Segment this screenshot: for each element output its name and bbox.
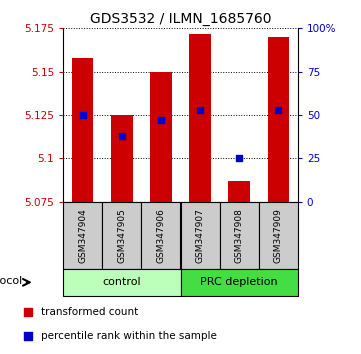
Bar (180, 202, 219, 269)
Point (25, 333, 31, 338)
Point (158, 118, 164, 123)
Point (119, 133, 125, 139)
Text: GSM347905: GSM347905 (117, 209, 126, 263)
Text: GSM347906: GSM347906 (156, 209, 165, 263)
Bar (150, 72, 172, 202)
Text: GSM347904: GSM347904 (78, 209, 87, 263)
Title: GDS3532 / ILMN_1685760: GDS3532 / ILMN_1685760 (90, 12, 271, 26)
Text: transformed count: transformed count (41, 307, 138, 317)
Point (25, 309, 31, 315)
Bar (63, 202, 102, 269)
Point (275, 107, 281, 113)
Bar (189, 34, 211, 202)
Text: GSM347907: GSM347907 (196, 209, 205, 263)
Point (197, 107, 203, 113)
Bar (63, 269, 180, 296)
Bar (229, 181, 250, 202)
Point (80, 112, 86, 118)
Bar (268, 37, 289, 202)
Text: GSM347909: GSM347909 (274, 209, 283, 263)
Bar (72, 58, 93, 202)
Text: percentile rank within the sample: percentile rank within the sample (41, 331, 217, 341)
Text: GSM347908: GSM347908 (235, 209, 244, 263)
Text: protocol: protocol (0, 276, 22, 286)
Text: PRC depletion: PRC depletion (200, 277, 278, 287)
Bar (102, 202, 142, 269)
Bar (219, 202, 259, 269)
Text: control: control (103, 277, 141, 287)
Bar (180, 269, 298, 296)
Bar (111, 115, 132, 202)
Bar (142, 202, 180, 269)
Bar (259, 202, 298, 269)
Point (236, 156, 242, 161)
